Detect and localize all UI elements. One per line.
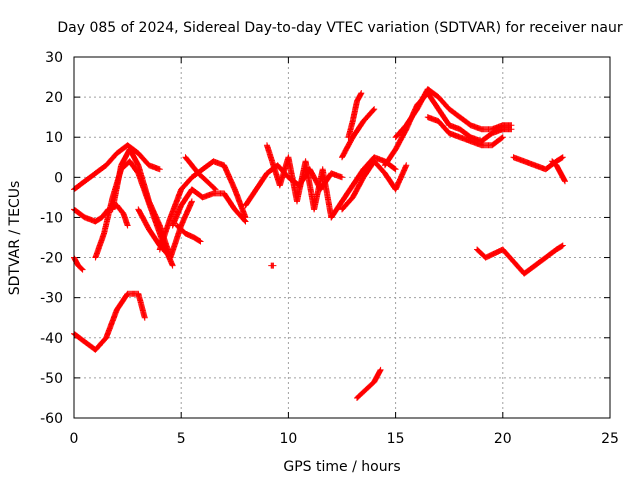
data-series-arc-19	[354, 366, 384, 401]
chart-title: Day 085 of 2024, Sidereal Day-to-day VTE…	[57, 20, 623, 36]
data-marks	[135, 198, 195, 261]
data-series-arc-2	[71, 202, 131, 229]
data-series-arc-9	[169, 186, 249, 229]
y-tick-label: -60	[40, 411, 63, 427]
data-series-arc-25	[549, 158, 568, 185]
data-marks	[345, 90, 365, 141]
y-tick-label: 20	[45, 90, 63, 106]
data-marks	[263, 142, 335, 221]
y-tick-label: -20	[40, 251, 63, 267]
y-tick-label: 30	[45, 50, 63, 66]
data-marks	[71, 290, 148, 353]
data-series-arc-7	[135, 198, 195, 261]
y-tick-label: -30	[40, 291, 63, 307]
grid-lines	[74, 57, 610, 418]
data-marks	[354, 366, 384, 401]
data-series-arc-10	[173, 222, 204, 245]
y-tick-label: 10	[45, 130, 63, 146]
x-tick-label: 0	[70, 431, 79, 447]
data-marks	[549, 158, 568, 185]
data-marks	[182, 154, 219, 193]
data-series-arc-16	[339, 158, 410, 213]
plot-frame	[73, 56, 611, 419]
data-series-arc-23	[474, 242, 566, 277]
x-axis-label: GPS time / hours	[283, 459, 400, 475]
data-series-arc-21	[392, 86, 515, 141]
data-marks	[339, 106, 378, 161]
data-series-arc-6	[109, 146, 174, 261]
y-tick-label: -10	[40, 210, 63, 226]
x-tick-label: 15	[387, 431, 405, 447]
data-marks	[268, 262, 277, 269]
data-marks	[169, 186, 249, 229]
y-axis-label: SDTVAR / TECUs	[7, 181, 23, 296]
data-marks	[474, 242, 566, 277]
data-series-arc-13	[263, 142, 335, 221]
data-series-arc-14	[268, 262, 277, 269]
y-tick-label: 0	[54, 170, 63, 186]
x-tick-label: 10	[279, 431, 297, 447]
data-series-arc-22	[424, 114, 506, 149]
axis-ticks: 0 5 10 15 20 25 -60 -50 -40 -30 -20 -10 0 10 20 30	[40, 50, 619, 447]
data-series-arc-18	[339, 106, 378, 161]
data-series-arc-1	[71, 290, 148, 353]
x-tick-label: 20	[494, 431, 512, 447]
x-tick-label: 25	[601, 431, 619, 447]
y-tick-label: -40	[40, 331, 63, 347]
x-tick-label: 5	[177, 431, 186, 447]
y-tick-label: -50	[40, 371, 63, 387]
data-marks	[173, 222, 204, 245]
data-series-arc-8	[156, 158, 249, 253]
data-marks	[392, 86, 515, 141]
data-points	[71, 86, 568, 401]
data-series-arc-17	[345, 90, 365, 141]
data-marks	[339, 158, 410, 213]
data-marks	[156, 158, 249, 253]
data-series-arc-11	[182, 154, 219, 193]
data-marks	[71, 202, 131, 229]
data-marks	[109, 146, 174, 261]
data-marks	[424, 114, 506, 149]
